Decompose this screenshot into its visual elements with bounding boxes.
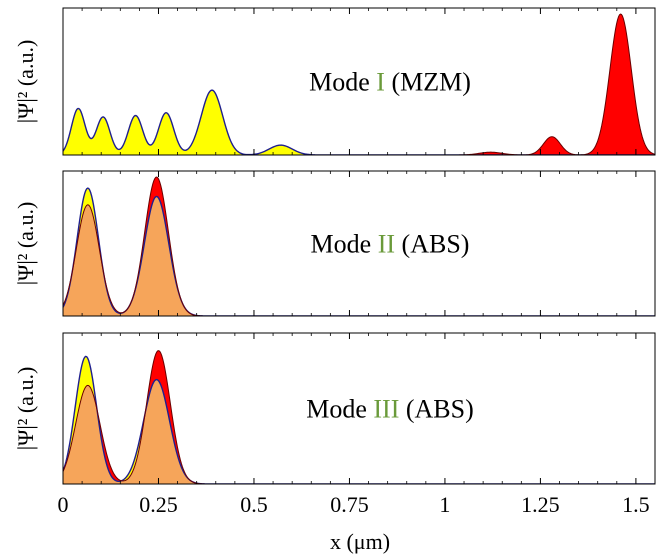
panel-1-frame <box>62 7 656 156</box>
mode-label-numeral: I <box>376 68 385 97</box>
x-tick-label: 0 <box>58 492 69 517</box>
y-axis-label: |Ψ|² (a.u.) <box>13 202 38 286</box>
mode-label-suffix: (MZM) <box>385 68 471 97</box>
mode-label-prefix: Mode <box>306 395 373 424</box>
mode-label: Mode II (ABS) <box>311 230 470 259</box>
mode-label-prefix: Mode <box>311 230 378 259</box>
panel-3-frame <box>62 332 656 485</box>
panel-3-curves <box>63 350 655 484</box>
panels-layer: |Ψ|² (a.u.) Mode I (MZM) |Ψ|² (a.u.) Mode I… <box>13 7 656 517</box>
y-axis-label: |Ψ|² (a.u.) <box>13 40 38 124</box>
panel-2-curves <box>63 176 655 316</box>
panel-1: |Ψ|² (a.u.) Mode I (MZM) <box>13 7 656 156</box>
y-axis-label: |Ψ|² (a.u.) <box>13 367 38 451</box>
panel-2: |Ψ|² (a.u.) Mode II (ABS) <box>13 170 656 317</box>
x-tick-label: 1.25 <box>521 492 560 517</box>
series-2-line <box>63 176 655 316</box>
x-tick-label: 1 <box>439 492 450 517</box>
panel-2-frame <box>62 170 656 317</box>
series-2-line <box>63 350 655 484</box>
x-tick-label: 1.5 <box>622 492 650 517</box>
panel-1-curves <box>63 13 655 155</box>
x-axis-label: x (μm) <box>330 529 390 554</box>
series-1-line <box>63 187 655 316</box>
mode-label-suffix: (ABS) <box>399 395 473 424</box>
series-1-line <box>63 89 655 155</box>
mode-label-prefix: Mode <box>309 68 376 97</box>
mode-label-suffix: (ABS) <box>395 230 469 259</box>
panel-3: |Ψ|² (a.u.) Mode III (ABS) <box>13 332 656 485</box>
mode-label-numeral: III <box>373 395 399 424</box>
mode-label-numeral: II <box>378 230 395 259</box>
mode-label: Mode I (MZM) <box>309 68 471 97</box>
x-tick-label: 0.75 <box>330 492 369 517</box>
series-1-area <box>63 90 655 155</box>
series-2-line <box>63 13 655 155</box>
series-1-line <box>63 355 655 484</box>
x-tick-label: 0.5 <box>240 492 268 517</box>
x-tick-label: 0.25 <box>139 492 178 517</box>
mode-label: Mode III (ABS) <box>306 395 474 424</box>
